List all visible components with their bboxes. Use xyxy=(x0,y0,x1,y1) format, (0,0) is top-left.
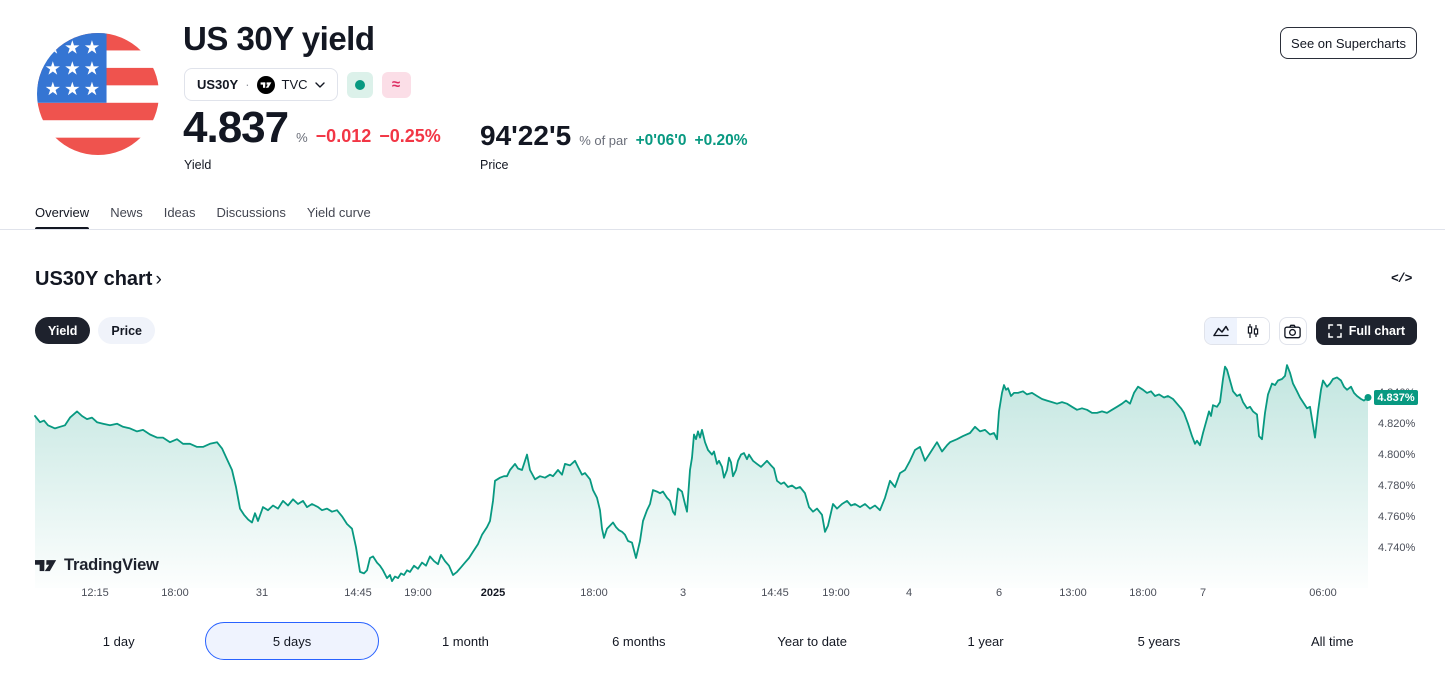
svg-text:★: ★ xyxy=(64,58,80,79)
full-chart-label: Full chart xyxy=(1348,324,1405,338)
x-axis-label: 14:45 xyxy=(761,587,789,599)
market-open-dot-icon xyxy=(354,79,365,90)
y-axis-label: 4.760% xyxy=(1378,511,1416,523)
y-axis-label: 4.800% xyxy=(1378,449,1416,461)
tab-overview[interactable]: Overview xyxy=(35,205,90,230)
x-axis-label: 6 xyxy=(995,587,1003,599)
x-axis-label: 06:00 xyxy=(1309,587,1337,599)
yield-change: −0.012 xyxy=(315,126,372,146)
approx-icon: ≈ xyxy=(391,76,401,93)
price-value: 94'22'5 xyxy=(480,120,572,151)
tradingview-watermark[interactable]: TradingView xyxy=(35,556,159,575)
x-axis-label: 18:00 xyxy=(161,587,189,599)
embed-code-icon[interactable]: </> xyxy=(1391,271,1412,286)
tradingview-logo-icon xyxy=(35,559,57,571)
x-axis-label: 18:00 xyxy=(580,587,608,599)
yield-unit: % xyxy=(296,130,308,145)
tab-ideas[interactable]: Ideas xyxy=(163,205,196,220)
range-button-1-month[interactable]: 1 month xyxy=(441,633,489,649)
range-button-1-year[interactable]: 1 year xyxy=(967,633,1004,649)
x-axis-label: 7 xyxy=(1199,587,1207,599)
range-bar: 1 day 5 days 1 month 6 months Year to date 1 … xyxy=(32,622,1419,660)
candlestick-icon xyxy=(1247,324,1258,338)
market-open-badge[interactable] xyxy=(346,71,373,98)
y-axis-label: 4.820% xyxy=(1378,418,1416,430)
x-axis-label: 4 xyxy=(905,587,913,599)
price-unit: % of par xyxy=(579,133,628,148)
last-point-marker xyxy=(1364,394,1372,401)
chart-heading-text: US30Y chart xyxy=(35,268,153,290)
svg-text:★: ★ xyxy=(84,58,100,79)
approx-data-badge[interactable]: ≈ xyxy=(381,71,411,98)
chevron-down-icon xyxy=(314,81,325,88)
range-button-year-to-date[interactable]: Year to date xyxy=(777,633,847,649)
range-button-5-years[interactable]: 5 years xyxy=(1137,633,1181,649)
x-axis-label: 2025 xyxy=(480,587,506,599)
tradingview-circle-icon xyxy=(256,75,275,94)
yield-label: Yield xyxy=(184,158,212,172)
full-chart-button[interactable]: Full chart xyxy=(1315,317,1417,345)
yield-value: 4.837 xyxy=(183,103,289,152)
range-button-1-day[interactable]: 1 day xyxy=(102,633,135,649)
svg-text:★: ★ xyxy=(64,79,80,100)
yield-value-block: 4.837 % −0.012 −0.25% xyxy=(183,103,441,153)
svg-text:★: ★ xyxy=(64,38,80,59)
exchange-name: TVC xyxy=(281,77,308,92)
chart-toolbar: Full chart xyxy=(1203,317,1417,345)
x-axis-label: 31 xyxy=(255,587,269,599)
price-change-pct: +0.20% xyxy=(694,132,748,149)
camera-icon xyxy=(1284,324,1301,338)
tab-bar: Overview News Ideas Discussions Yield curve xyxy=(35,205,371,230)
y-axis-label: 4.740% xyxy=(1378,542,1416,554)
y-axis-label: 4.780% xyxy=(1378,480,1416,492)
area-chart-icon xyxy=(1212,325,1229,337)
x-axis-label: 13:00 xyxy=(1059,587,1087,599)
price-label: Price xyxy=(480,158,509,172)
watermark-text: TradingView xyxy=(64,556,159,574)
us-flag-icon: ★ ★ ★ ★ ★ ★ ★ ★ ★ xyxy=(37,33,159,155)
range-button-6-months[interactable]: 6 months xyxy=(612,633,666,649)
symbol-selector[interactable]: US30Y · TVC xyxy=(184,68,338,101)
yield-change-pct: −0.25% xyxy=(379,126,441,146)
x-axis-label: 19:00 xyxy=(404,587,432,599)
tab-discussions[interactable]: Discussions xyxy=(216,205,286,220)
tab-news[interactable]: News xyxy=(110,205,143,220)
x-axis-label: 12:15 xyxy=(81,587,109,599)
svg-text:★: ★ xyxy=(84,79,100,100)
candlestick-chart-button[interactable] xyxy=(1236,318,1269,344)
svg-text:★: ★ xyxy=(84,38,100,59)
symbol-row: US30Y · TVC ≈ xyxy=(184,68,411,101)
toggle-price-button[interactable]: Price xyxy=(98,317,156,344)
fullscreen-icon xyxy=(1327,324,1342,338)
chevron-right-icon: › xyxy=(155,268,162,290)
svg-text:★: ★ xyxy=(45,38,61,59)
symbol-name: US30Y xyxy=(197,77,239,92)
price-value-block: 94'22'5 % of par +0'06'0 +0.20% xyxy=(480,120,748,152)
tab-yield-curve[interactable]: Yield curve xyxy=(306,205,371,220)
price-change: +0'06'0 xyxy=(635,132,687,149)
x-axis-label: 14:45 xyxy=(344,587,372,599)
page-title: US 30Y yield xyxy=(183,20,375,57)
last-value-badge: 4.837% xyxy=(1374,390,1418,405)
chart-line xyxy=(34,364,1369,582)
toggle-yield-button[interactable]: Yield xyxy=(35,317,91,344)
svg-text:★: ★ xyxy=(45,79,61,100)
x-axis-label: 19:00 xyxy=(822,587,850,599)
range-button-all-time[interactable]: All time xyxy=(1311,633,1354,649)
svg-text:★: ★ xyxy=(45,58,61,79)
see-on-supercharts-button[interactable]: See on Supercharts xyxy=(1280,27,1417,59)
separator: · xyxy=(245,77,250,92)
tabs-divider xyxy=(0,229,1445,230)
area-chart-button[interactable] xyxy=(1204,318,1237,344)
chart-area-fill xyxy=(35,365,1368,588)
range-button-5-days[interactable]: 5 days xyxy=(205,622,379,660)
x-axis-label: 3 xyxy=(679,587,687,599)
chart-type-segmented-control xyxy=(1203,317,1270,345)
yield-price-toggle: Yield Price xyxy=(35,317,156,344)
x-axis-label: 18:00 xyxy=(1129,587,1157,599)
chart-section-heading-link[interactable]: US30Y chart › xyxy=(35,268,162,291)
screenshot-button[interactable] xyxy=(1278,317,1307,345)
